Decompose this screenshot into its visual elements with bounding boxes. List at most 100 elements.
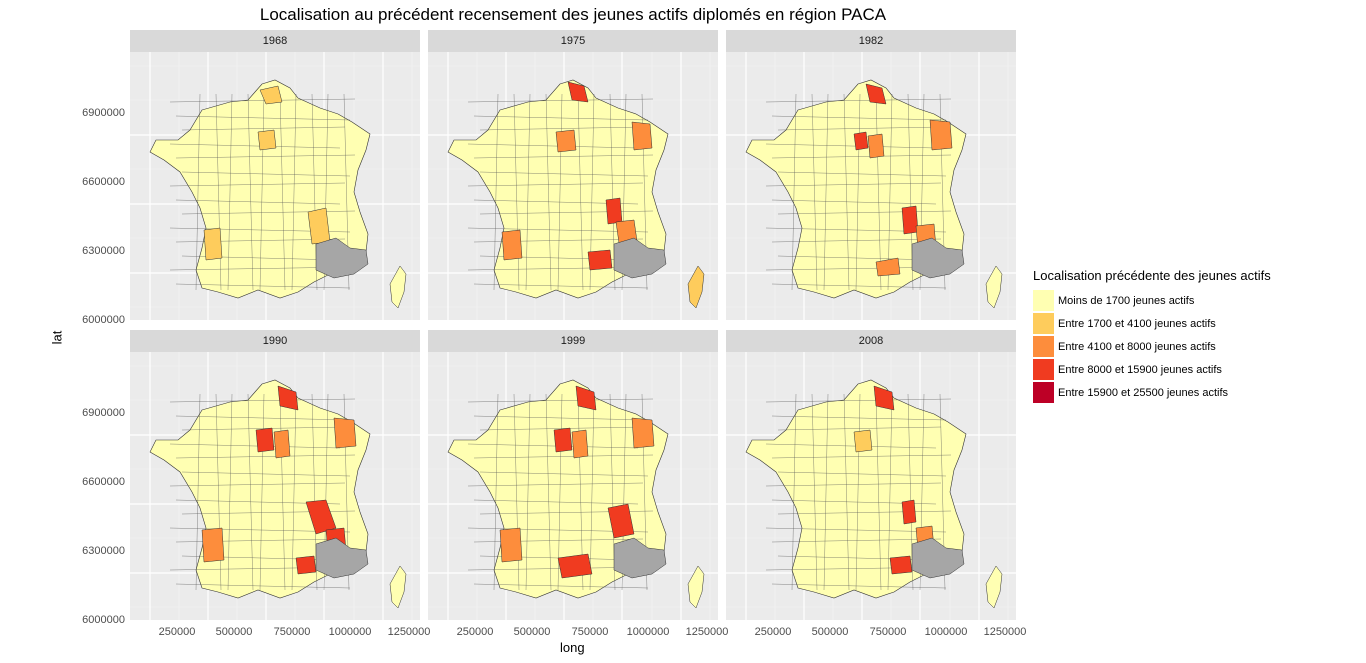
department-border [771,538,942,543]
department-border [777,255,937,261]
department-highlight [631,417,655,449]
department-highlight [553,427,573,453]
map-area [428,52,718,320]
department-highlight [295,555,317,575]
paca-region [911,237,965,279]
map-area [726,52,1016,320]
department-border [765,443,937,449]
x-tick-label: 250000 [754,626,792,638]
department-highlight [865,83,887,105]
map-svg [130,52,420,320]
department-border [765,482,942,487]
map-area [726,352,1016,620]
department-border [777,126,942,131]
facet-panel-1999: 1999 [428,330,718,620]
corsica [389,265,407,309]
department-border [227,93,233,291]
department-border [467,182,644,187]
department-border [843,393,850,591]
department-border [473,283,649,289]
department-border [473,415,649,421]
department-border [479,210,654,215]
department-border [175,154,356,159]
department-highlight [555,129,577,153]
facet-panel-1975: 1975 [428,30,718,320]
y-tick-label: 6600000 [82,176,125,188]
department-highlight [605,197,623,225]
x-tick-label: 250000 [456,626,494,638]
department-highlight [929,119,953,151]
department-border [175,115,351,121]
department-border [181,471,351,477]
department-border [169,98,356,103]
department-border [855,93,861,291]
department-border [473,499,639,505]
legend-key [1033,336,1054,357]
department-border [195,393,201,591]
department-border [195,93,201,291]
department-border [545,393,552,591]
department-border [589,393,595,591]
department-border [777,510,952,515]
map-svg [726,52,1016,320]
facet-strip: 1968 [130,30,420,52]
facet-strip: 1990 [130,330,420,352]
paca-region [315,537,369,579]
department-border [875,393,882,591]
department-border [843,93,850,291]
corsica [985,565,1003,609]
legend-title: Localisation précédente des jeunes actif… [1033,268,1271,283]
department-border [771,238,942,243]
map-area [130,52,420,320]
facet-strip: 1975 [428,30,718,52]
map-svg [428,352,718,620]
paca-region [911,537,965,579]
legend-item: Entre 15900 et 25500 jeunes actifs [1033,381,1271,404]
map-svg [428,52,718,320]
department-border [823,93,829,291]
department-border [771,115,947,121]
department-highlight [203,227,223,261]
department-highlight [867,133,885,159]
department-highlight [501,229,523,261]
department-highlight [587,249,613,271]
y-tick-label: 6300000 [82,545,125,557]
department-border [525,93,531,291]
x-tick-label: 750000 [273,626,311,638]
department-border [291,393,297,591]
department-border [765,98,952,103]
department-border [493,93,499,291]
legend-label: Entre 4100 et 8000 jeunes actifs [1058,340,1216,353]
paca-region [613,537,667,579]
department-border [493,393,499,591]
department-border [473,154,654,159]
department-border [765,182,942,187]
corsica [985,265,1003,309]
department-highlight [277,385,299,411]
department-border [771,583,947,589]
department-border [557,93,563,291]
department-border [279,93,286,291]
department-border [765,143,937,149]
department-border [771,415,947,421]
legend-key [1033,290,1054,311]
facet-panel-1990: 1990 [130,330,420,620]
legend-label: Moins de 1700 jeunes actifs [1058,294,1195,307]
department-border [169,143,341,149]
department-highlight [255,427,275,453]
department-border [577,93,584,291]
x-tick-label: 500000 [215,626,253,638]
x-tick-label: 500000 [811,626,849,638]
department-border [467,98,654,103]
department-highlight [889,555,913,575]
corsica [389,565,407,609]
department-border [175,199,341,205]
department-highlight [901,499,917,525]
x-tick-label: 750000 [571,626,609,638]
facet-strip: 2008 [726,330,1016,352]
department-border [771,454,952,459]
legend-item: Entre 8000 et 15900 jeunes actifs [1033,358,1271,381]
department-border [855,393,861,591]
department-border [181,171,351,177]
department-highlight [901,205,919,235]
